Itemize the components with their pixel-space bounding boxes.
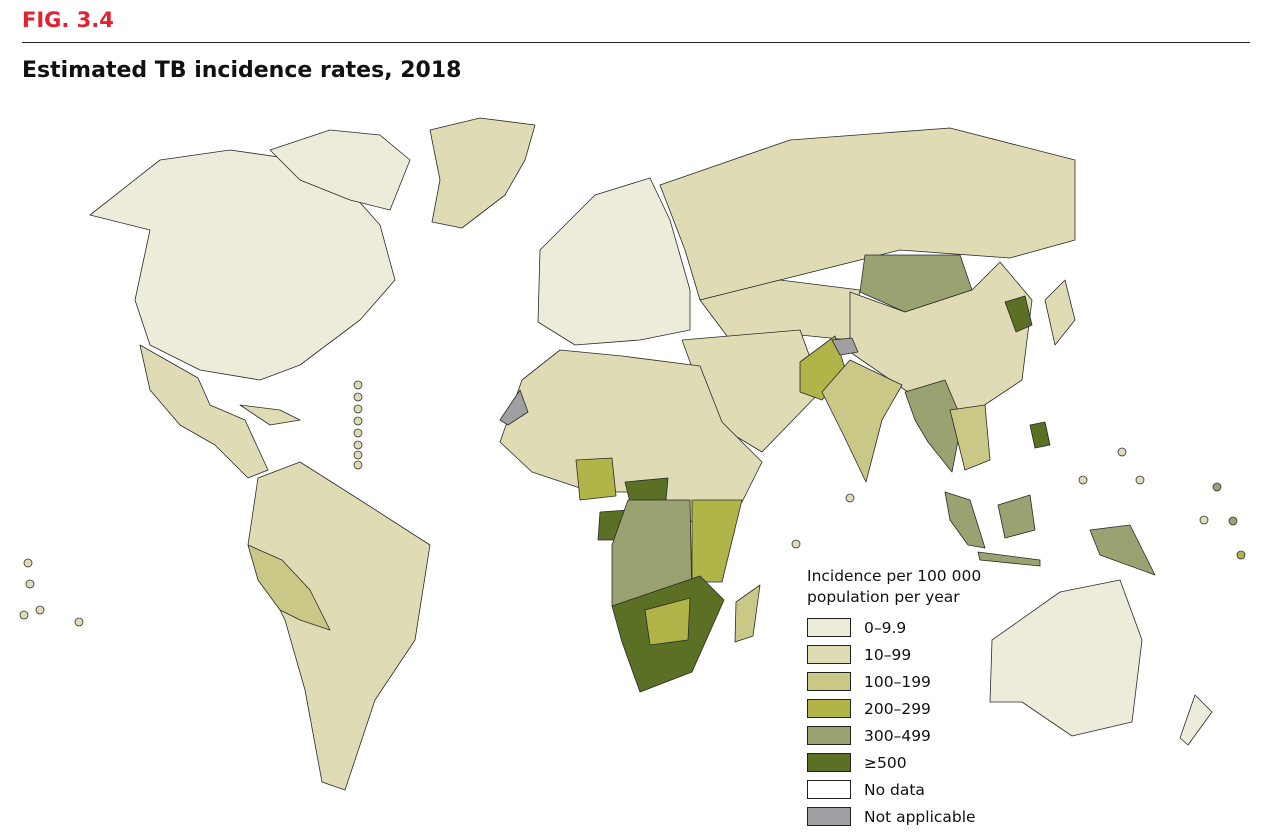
region-north-africa	[499, 349, 763, 523]
legend-item: 0–9.9	[807, 614, 981, 641]
region-north-america	[89, 149, 396, 381]
region-south-america	[247, 461, 431, 791]
region-indonesia	[944, 491, 986, 549]
small-islands	[19, 380, 1246, 627]
region-arctic-islands	[269, 129, 411, 211]
legend-item: 300–499	[807, 722, 981, 749]
legend-swatch	[807, 699, 851, 718]
legend-swatch	[807, 618, 851, 637]
region-kashmir	[831, 337, 859, 356]
legend-item: Not applicable	[807, 803, 981, 830]
region-zimbabwe-zambia	[644, 597, 691, 646]
region-peru-bolivia	[247, 544, 331, 631]
legend-swatch	[807, 645, 851, 664]
region-caribbean	[239, 404, 301, 426]
legend-label: 300–499	[864, 726, 931, 745]
legend-item: ≥500	[807, 749, 981, 776]
south-america	[247, 461, 431, 791]
figure-label: FIG. 3.4	[22, 8, 114, 32]
region-mexico-central-america	[139, 344, 269, 479]
legend-label: No data	[864, 780, 925, 799]
oceania	[989, 579, 1213, 746]
legend-item: 100–199	[807, 668, 981, 695]
legend-title-line1: Incidence per 100 000	[807, 567, 982, 585]
figure-title: Estimated TB incidence rates, 2018	[22, 58, 462, 83]
legend-swatch	[807, 672, 851, 691]
region-indochina	[949, 404, 991, 471]
legend-swatch	[807, 780, 851, 799]
region-china	[849, 261, 1033, 421]
legend-label: 10–99	[864, 645, 912, 664]
legend-swatch	[807, 807, 851, 826]
region-east-africa	[691, 499, 743, 583]
legend-label: 200–299	[864, 699, 931, 718]
legend-label: 100–199	[864, 672, 931, 691]
region-western-sahara	[499, 389, 529, 426]
legend-label: 0–9.9	[864, 618, 907, 637]
region-borneo	[997, 494, 1036, 539]
region-nigeria	[575, 457, 617, 501]
region-java	[977, 551, 1041, 567]
map-legend: Incidence per 100 000 population per yea…	[807, 566, 981, 830]
divider	[22, 42, 1250, 43]
europe-asia	[537, 127, 1156, 576]
region-europe	[537, 177, 691, 346]
legend-item: 200–299	[807, 695, 981, 722]
legend-item: 10–99	[807, 641, 981, 668]
legend-title: Incidence per 100 000 population per yea…	[807, 566, 981, 608]
region-india	[821, 359, 903, 483]
region-new-zealand	[1179, 694, 1213, 746]
legend-label: Not applicable	[864, 807, 976, 826]
region-australia	[989, 579, 1143, 737]
legend-label: ≥500	[864, 753, 907, 772]
north-america	[89, 117, 536, 479]
region-myanmar-southeast-asia	[904, 379, 963, 473]
legend-swatch	[807, 726, 851, 745]
region-central-african-republic	[624, 477, 669, 503]
legend-title-line2: population per year	[807, 588, 960, 606]
region-greenland	[429, 117, 536, 229]
legend-swatch	[807, 753, 851, 772]
region-russia	[659, 127, 1076, 301]
region-north-korea	[1004, 295, 1033, 333]
region-madagascar	[734, 584, 761, 643]
legend-item: No data	[807, 776, 981, 803]
region-philippines	[1029, 421, 1051, 449]
region-papua-new-guinea	[1089, 524, 1156, 576]
africa	[499, 349, 763, 693]
region-japan	[1044, 279, 1076, 346]
